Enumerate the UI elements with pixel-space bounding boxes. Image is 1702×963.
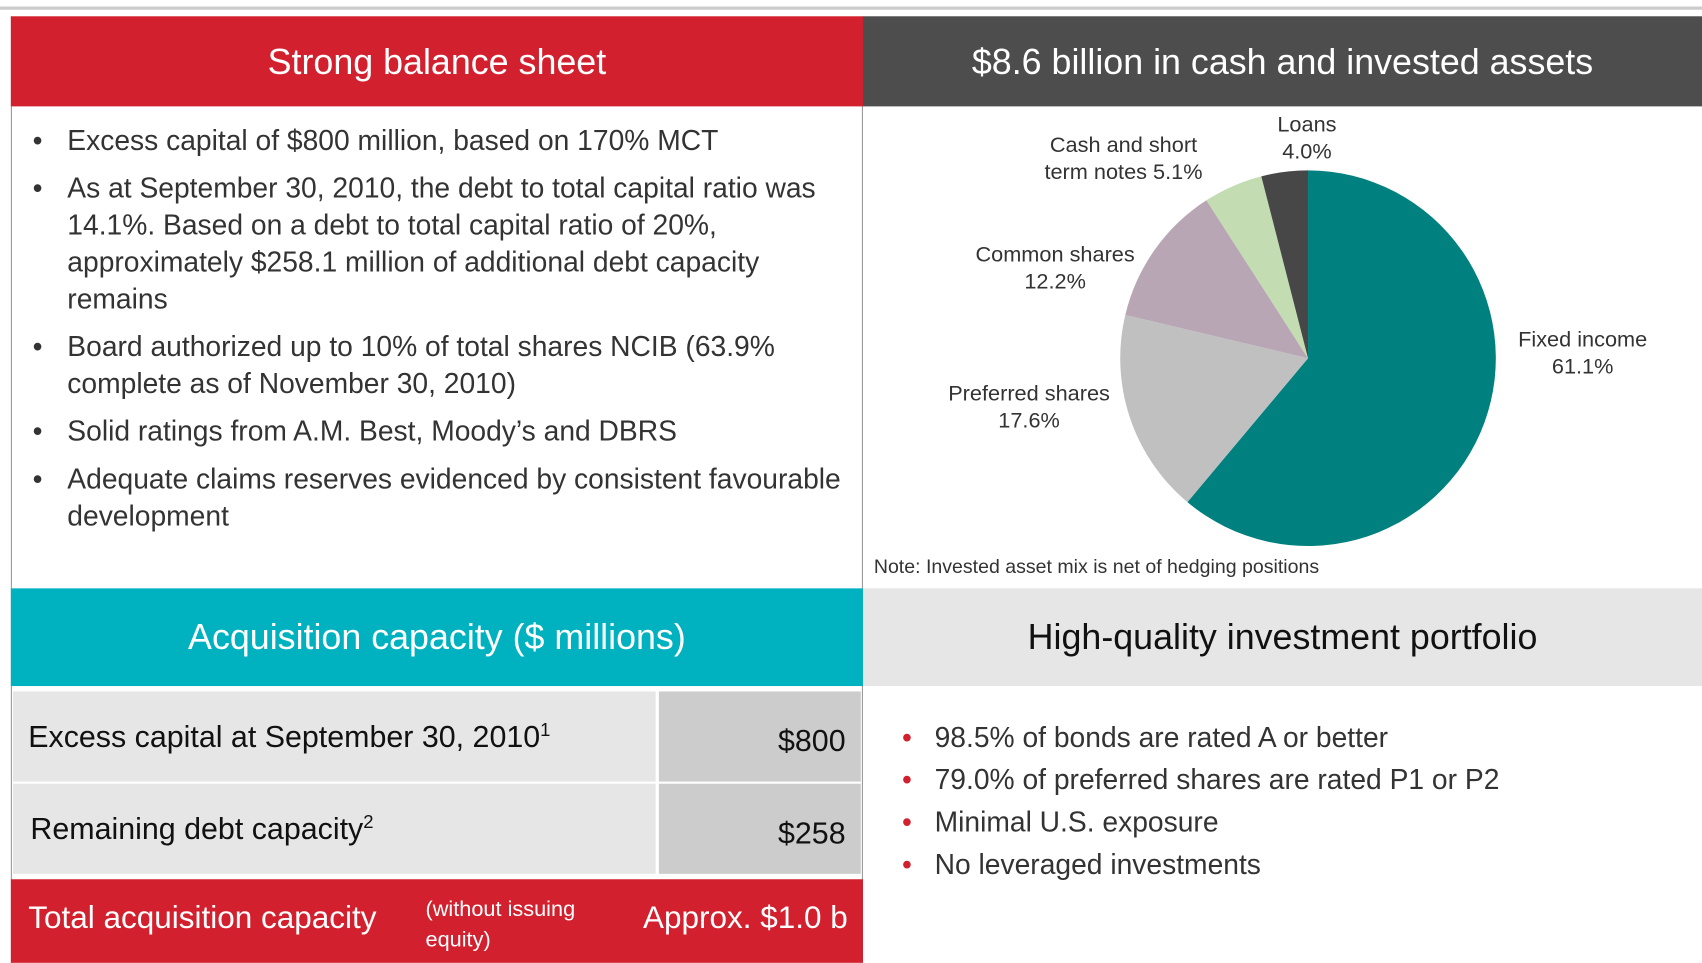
slice-name: Fixed income <box>1518 327 1648 352</box>
slice-name: Preferred shares <box>948 382 1110 406</box>
pie-slice <box>1125 200 1309 359</box>
pie-slice <box>1187 170 1496 547</box>
row-label: Remaining debt capacity <box>30 811 364 846</box>
bullet: Minimal U.S. exposure <box>863 803 1702 840</box>
total-row: Total acquisition capacity (without issu… <box>10 879 863 963</box>
total-value: Approx. $1.0 b <box>643 900 848 936</box>
chart-note: Note: Invested asset mix is net of hedgi… <box>873 555 1320 578</box>
slice-name: Common shares <box>975 243 1135 268</box>
panel-header: High-quality investment portfolio <box>862 588 1702 687</box>
bullet: Solid ratings from A.M. Best, Moody’s an… <box>11 412 858 449</box>
pie-chart <box>1120 170 1496 547</box>
top-rule <box>0 6 1702 10</box>
slice-value: 4.0% <box>1282 140 1332 164</box>
bullet: Adequate claims reserves evidenced by co… <box>11 460 858 534</box>
slice-value: 61.1% <box>1551 354 1614 379</box>
pie-slice <box>1120 314 1309 503</box>
slice-label: Preferred shares 17.6% <box>931 381 1126 435</box>
bullet: Board authorized up to 10% of total shar… <box>11 328 858 402</box>
footnote-mark: 1 <box>540 719 551 741</box>
bullet: As at September 30, 2010, the debt to to… <box>11 169 858 317</box>
row-value-cell: $258 <box>658 783 861 874</box>
panel-header: $8.6 billion in cash and invested assets <box>862 16 1702 107</box>
pie-slice <box>1206 176 1309 359</box>
row-value: $800 <box>777 723 846 758</box>
bullet-list: Excess capital of $800 million, based on… <box>11 122 858 545</box>
slice-label: Fixed income 61.1% <box>1490 327 1675 381</box>
slice-name: Loans <box>1277 112 1337 137</box>
bullet: Excess capital of $800 million, based on… <box>11 122 858 159</box>
slice-value: 17.6% <box>998 409 1060 434</box>
pie-slice <box>1261 170 1309 359</box>
slice-label: Loans 4.0% <box>1264 112 1351 166</box>
bullet: No leveraged investments <box>863 846 1702 883</box>
footnote-mark: 2 <box>363 811 374 833</box>
panel-header: Strong balance sheet <box>10 16 863 107</box>
bullet: 98.5% of bonds are rated A or better <box>863 719 1702 756</box>
bullet: 79.0% of preferred shares are rated P1 o… <box>863 761 1702 798</box>
bullet-list: 98.5% of bonds are rated A or better 79.0… <box>863 719 1702 888</box>
total-qualifier: (without issuing equity) <box>425 897 576 952</box>
total-label: Total acquisition capacity <box>28 900 377 936</box>
panel-header: Acquisition capacity ($ millions) <box>10 588 863 687</box>
slice-name: Cash and short term notes <box>1044 133 1198 185</box>
slice-label: Common shares 12.2% <box>957 242 1152 296</box>
slice-label: Cash and short term notes 5.1% <box>1026 132 1221 186</box>
row-label: Excess capital at September 30, 2010 <box>28 719 541 753</box>
row-label-cell: Excess capital at September 30, 2010 1 <box>13 691 656 782</box>
row-label-cell: Remaining debt capacity 2 <box>13 783 656 874</box>
slice-value: 5.1% <box>1153 160 1203 185</box>
row-value: $258 <box>777 815 846 850</box>
slice-value: 12.2% <box>1024 270 1086 295</box>
row-value-cell: $800 <box>658 691 861 782</box>
